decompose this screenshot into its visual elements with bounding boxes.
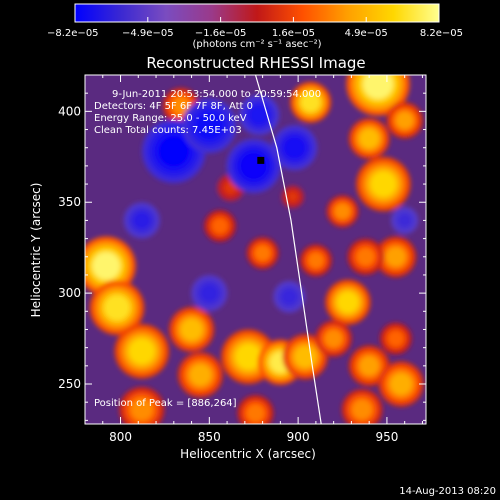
heatmap-hot-blob: [378, 361, 424, 407]
y-tick-label: 350: [58, 195, 81, 209]
heatmap-hot-blob: [300, 244, 332, 277]
heatmap-hot-blob: [114, 324, 169, 379]
heatmap-hot-blob: [386, 102, 423, 139]
heatmap-hot-blob: [237, 395, 274, 424]
colorbar-tick-label: 8.2e−05: [420, 28, 463, 39]
x-tick-label: 850: [198, 430, 221, 444]
heatmap-hot-blob: [348, 118, 390, 159]
heatmap-hot-blob: [315, 320, 352, 357]
solar-limb-curve: [254, 75, 322, 424]
footer-date: 14-Aug-2013 08:20: [399, 486, 496, 497]
info-energy: Energy Range: 25.0 - 50.0 keV: [94, 113, 247, 124]
colorbar-tick-label: −1.6e−05: [195, 28, 247, 39]
heatmap-cold-blob: [182, 98, 237, 154]
y-tick-label: 250: [58, 377, 81, 391]
colorbar-ticks: −8.2e−05 −4.9e−05 −1.6e−05 1.6e−05 4.9e−05 8.…: [47, 17, 463, 39]
heatmap-area: [85, 75, 426, 424]
heatmap-cold-blob: [123, 202, 160, 239]
heatmap-hot-blob: [325, 279, 371, 325]
heatmap-hot-blob: [356, 156, 411, 212]
colorbar-tick-label: −8.2e−05: [47, 28, 99, 39]
x-tick-label: 900: [287, 430, 310, 444]
heatmap-hot-blob: [169, 306, 215, 353]
heatmap-hot-blob: [326, 195, 359, 228]
plot-frame: [84, 74, 427, 425]
heatmap-hot-blob: [177, 352, 223, 398]
info-peak-position: Position of Peak = [886,264]: [94, 398, 237, 409]
y-axis-label: Heliocentric Y (arcsec): [29, 183, 43, 318]
heatmap-hot-blob: [119, 386, 165, 424]
colorbar-tick-label: −4.9e−05: [122, 28, 174, 39]
heatmap-hot-blob: [375, 236, 417, 278]
info-detectors: Detectors: 4F 5F 6F 7F 8F, Att 0: [94, 101, 253, 112]
heatmap-hot-blob: [341, 389, 383, 424]
heatmap-hot-blob: [379, 322, 412, 355]
heatmap-cold-blob: [272, 125, 318, 171]
heatmap-hot-blob: [85, 236, 136, 296]
info-time-range: 9-Jun-2011 20:53:54.000 to 20:59:54.000: [112, 89, 321, 100]
colorbar-tick-label: 4.9e−05: [345, 28, 388, 39]
y-tick-label: 400: [58, 104, 81, 118]
info-clean: Clean Total counts: 7.45E+03: [94, 125, 242, 136]
heatmap-cold-blob: [391, 206, 419, 234]
heatmap-hot-blob: [346, 75, 410, 116]
heatmap-blobs: [85, 75, 424, 424]
y-tick-label: 300: [58, 286, 81, 300]
heatmap-hot-blob: [348, 345, 390, 387]
heatmap-hot-blob: [347, 238, 384, 275]
heatmap-hot-blob: [290, 81, 331, 123]
heatmap-cold-blob: [191, 275, 228, 312]
x-tick-label: 800: [109, 430, 132, 444]
colorbar-unit-label: (photons cm⁻² s⁻¹ asec⁻²): [192, 39, 321, 50]
colorbar: [74, 3, 440, 23]
colorbar-tick-label: 1.6e−05: [272, 28, 315, 39]
heatmap-hot-blob: [89, 280, 145, 335]
heatmap-hot-blob: [246, 237, 279, 269]
heatmap-cold-blob: [273, 280, 306, 313]
peak-marker: [257, 156, 265, 164]
x-tick-label: 950: [375, 430, 398, 444]
axis-ticks: 800 850 900 950 250 300 350 400: [58, 74, 426, 444]
heatmap-hot-blob: [204, 210, 236, 242]
chart-title: Reconstructed RHESSI Image: [146, 54, 365, 72]
x-axis-label: Heliocentric X (arcsec): [180, 447, 316, 461]
